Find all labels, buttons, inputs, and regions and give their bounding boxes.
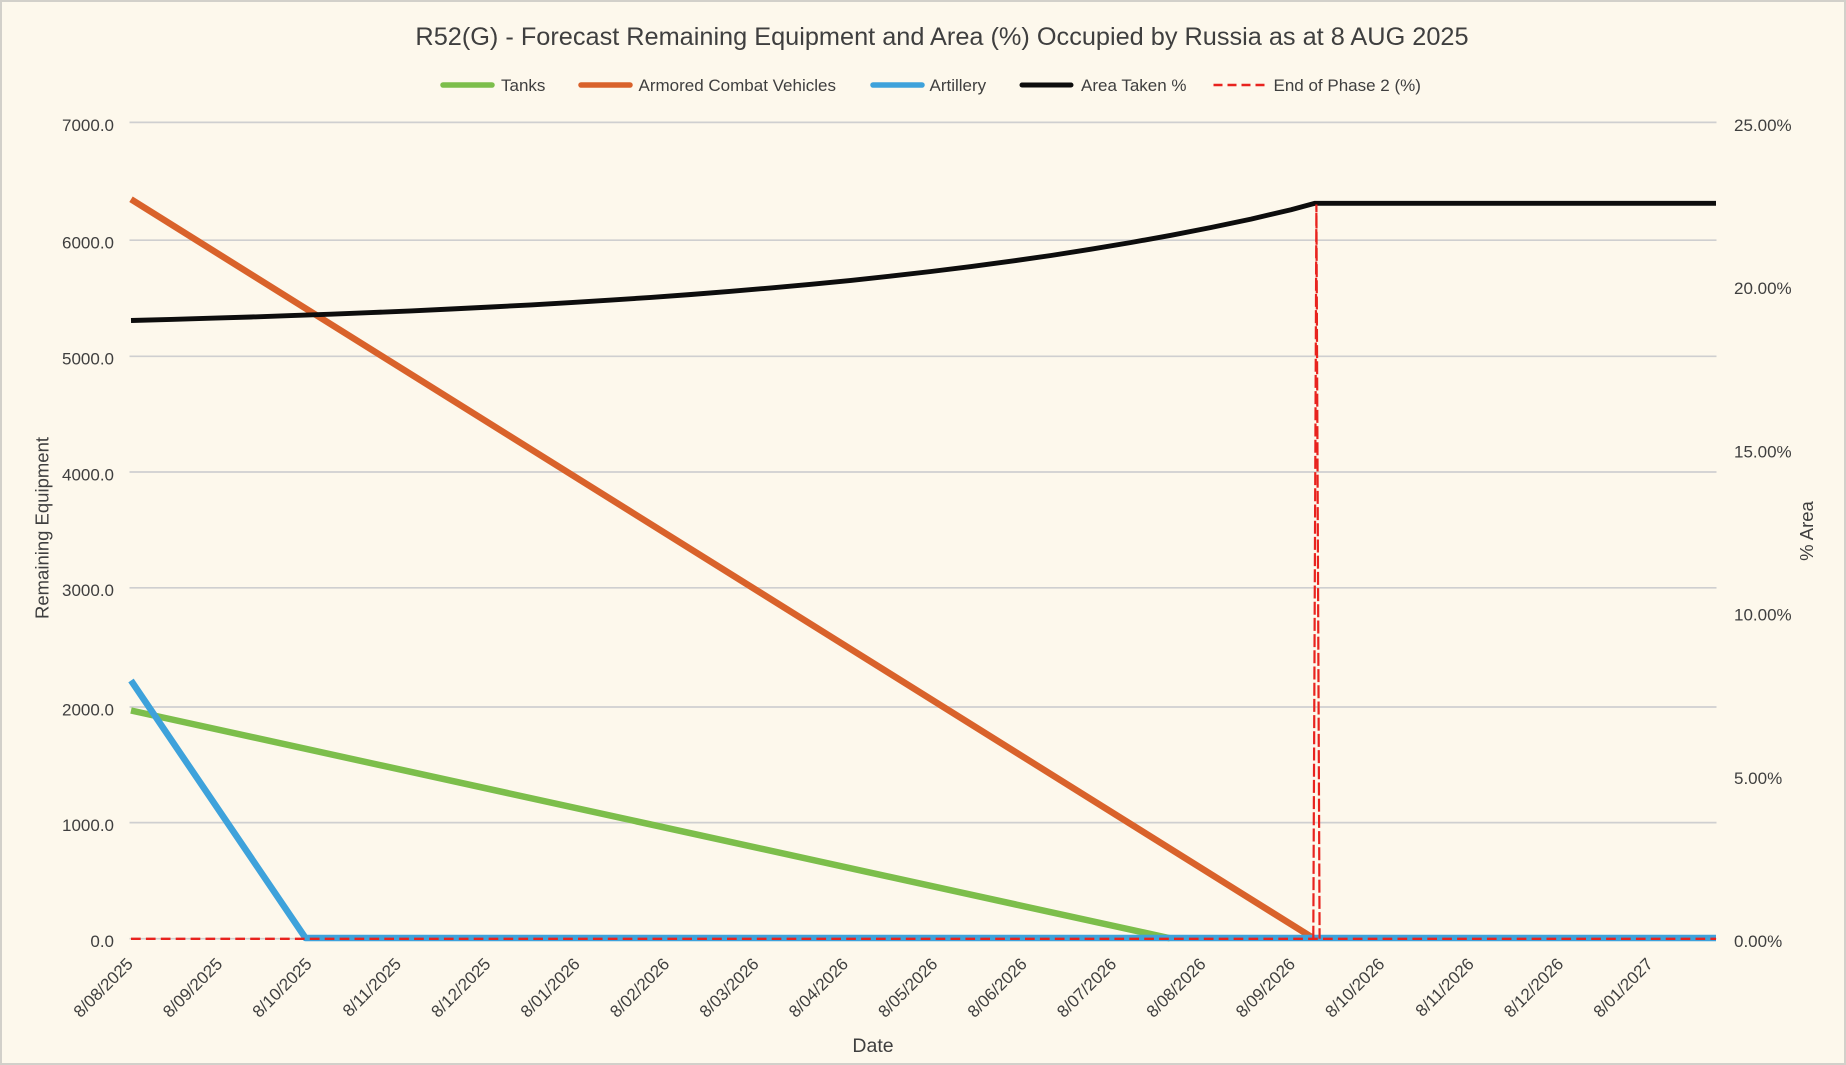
svg-text:Remaining Equipment: Remaining Equipment — [32, 437, 53, 619]
svg-text:20.00%: 20.00% — [1734, 279, 1792, 298]
svg-text:6000.0: 6000.0 — [62, 234, 114, 253]
svg-text:R52(G) - Forecast Remaining Eq: R52(G) - Forecast Remaining Equipment an… — [415, 23, 1468, 51]
svg-text:% Area: % Area — [1796, 500, 1817, 560]
svg-text:2000.0: 2000.0 — [62, 700, 114, 719]
svg-text:7000.0: 7000.0 — [62, 116, 114, 135]
svg-text:4000.0: 4000.0 — [62, 465, 114, 484]
svg-text:Date: Date — [852, 1035, 893, 1057]
svg-text:1000.0: 1000.0 — [62, 816, 114, 835]
svg-text:25.00%: 25.00% — [1734, 116, 1792, 135]
svg-text:0.00%: 0.00% — [1734, 932, 1782, 951]
svg-text:5.00%: 5.00% — [1734, 769, 1782, 788]
svg-text:0.0: 0.0 — [90, 932, 114, 951]
svg-text:Armored Combat Vehicles: Armored Combat Vehicles — [639, 76, 836, 95]
svg-text:15.00%: 15.00% — [1734, 442, 1792, 461]
svg-text:End of Phase 2 (%): End of Phase 2 (%) — [1274, 76, 1421, 95]
svg-text:10.00%: 10.00% — [1734, 606, 1792, 625]
svg-text:5000.0: 5000.0 — [62, 350, 114, 369]
svg-text:Artillery: Artillery — [930, 76, 987, 95]
svg-text:Tanks: Tanks — [501, 76, 545, 95]
svg-text:Area Taken %: Area Taken % — [1081, 76, 1187, 95]
svg-text:3000.0: 3000.0 — [62, 581, 114, 600]
